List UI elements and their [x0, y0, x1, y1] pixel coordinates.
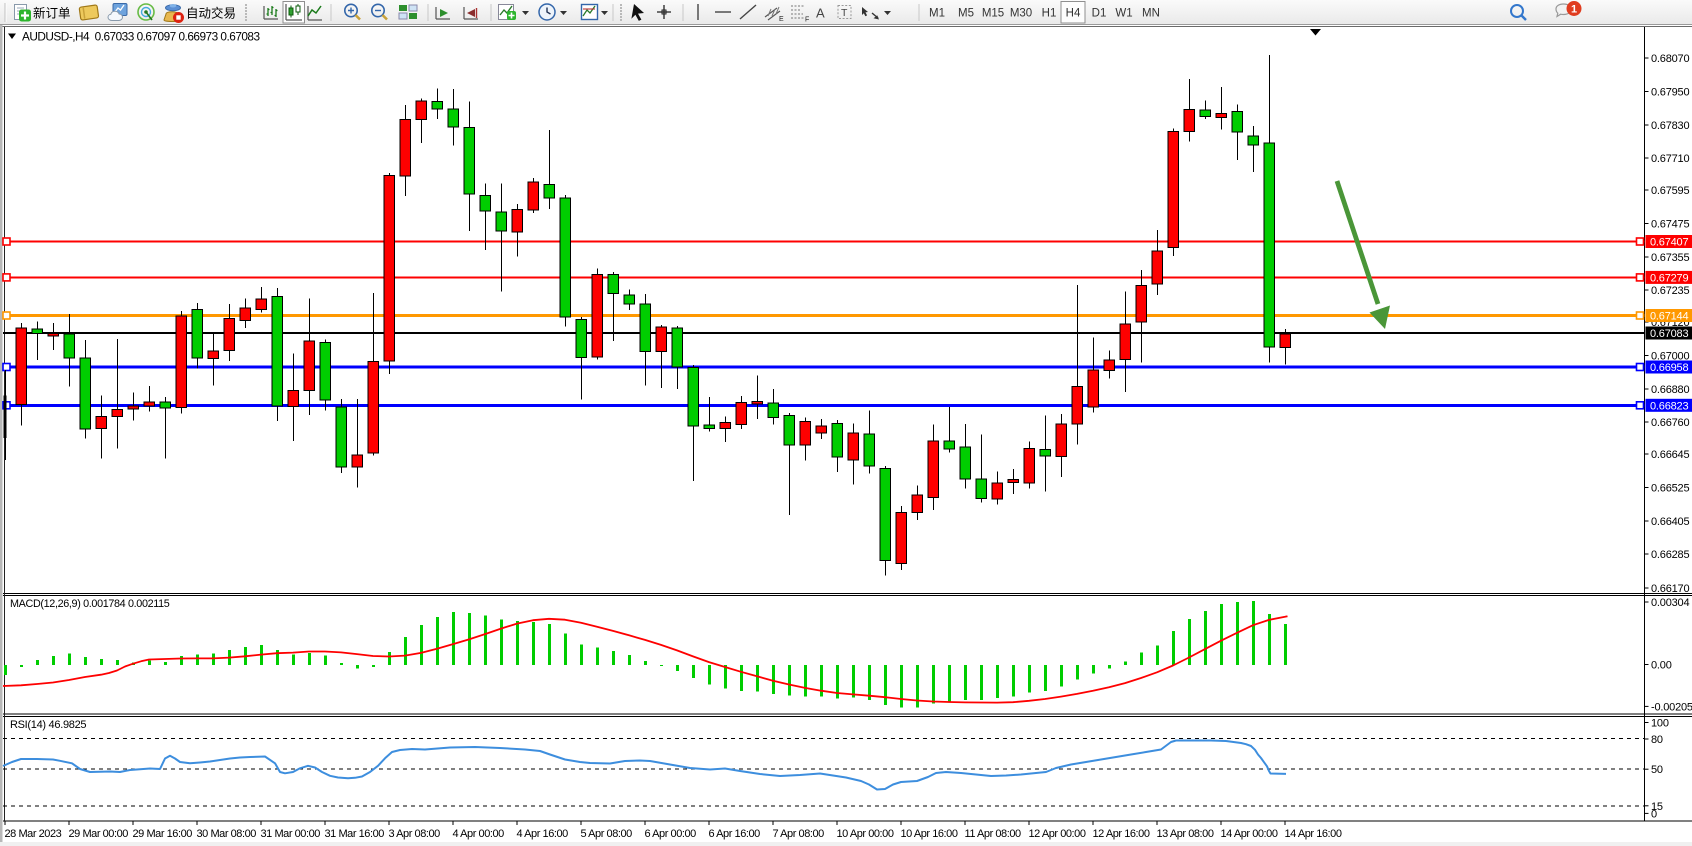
svg-text:RSI(14) 46.9825: RSI(14) 46.9825	[10, 719, 86, 731]
svg-text:M5: M5	[958, 8, 974, 20]
svg-text:4 Apr 16:00: 4 Apr 16:00	[517, 828, 569, 840]
svg-text:14 Apr 00:00: 14 Apr 00:00	[1221, 828, 1278, 840]
svg-text:0.00304: 0.00304	[1651, 597, 1689, 609]
svg-text:0.67144: 0.67144	[1650, 311, 1688, 323]
svg-text:4 Apr 00:00: 4 Apr 00:00	[453, 828, 505, 840]
svg-text:0.67235: 0.67235	[1651, 285, 1689, 297]
svg-text:H1: H1	[1042, 8, 1057, 20]
svg-text:0.66823: 0.66823	[1650, 400, 1688, 412]
svg-text:10 Apr 00:00: 10 Apr 00:00	[837, 828, 894, 840]
svg-text:12 Apr 00:00: 12 Apr 00:00	[1029, 828, 1086, 840]
svg-text:M1: M1	[929, 8, 945, 20]
svg-text:0.67830: 0.67830	[1651, 120, 1689, 132]
svg-text:6 Apr 16:00: 6 Apr 16:00	[709, 828, 761, 840]
svg-text:0.67083: 0.67083	[1650, 328, 1688, 340]
svg-text:1: 1	[1571, 4, 1577, 16]
svg-text:A: A	[816, 6, 825, 21]
svg-text:0.67000: 0.67000	[1651, 351, 1689, 363]
svg-text:0.66525: 0.66525	[1651, 483, 1689, 495]
svg-text:0.67475: 0.67475	[1651, 219, 1689, 231]
svg-text:31 Mar 00:00: 31 Mar 00:00	[261, 828, 321, 840]
svg-text:5 Apr 08:00: 5 Apr 08:00	[581, 828, 633, 840]
svg-text:0: 0	[1651, 808, 1657, 820]
svg-text:0.66958: 0.66958	[1650, 362, 1688, 374]
svg-text:0.67950: 0.67950	[1651, 87, 1689, 99]
svg-text:80: 80	[1651, 734, 1663, 746]
svg-text:D1: D1	[1092, 8, 1107, 20]
svg-text:H4: H4	[1066, 8, 1081, 20]
svg-text:T: T	[841, 7, 848, 19]
svg-text:50: 50	[1651, 764, 1663, 776]
svg-text:14 Apr 16:00: 14 Apr 16:00	[1285, 828, 1342, 840]
svg-text:100: 100	[1651, 718, 1669, 730]
svg-text:28 Mar 2023: 28 Mar 2023	[5, 828, 62, 840]
svg-text:M30: M30	[1010, 8, 1032, 20]
svg-text:31 Mar 16:00: 31 Mar 16:00	[325, 828, 385, 840]
svg-text:11 Apr 08:00: 11 Apr 08:00	[965, 828, 1022, 840]
svg-text:新订单: 新订单	[33, 6, 71, 21]
svg-text:0.66880: 0.66880	[1651, 384, 1689, 396]
svg-text:F: F	[805, 17, 809, 24]
svg-text:0.66645: 0.66645	[1651, 449, 1689, 461]
svg-text:M15: M15	[982, 8, 1004, 20]
svg-text:29 Mar 00:00: 29 Mar 00:00	[69, 828, 129, 840]
svg-text:E: E	[779, 16, 784, 23]
svg-text:0.67595: 0.67595	[1651, 185, 1689, 197]
svg-text:0.66170: 0.66170	[1651, 583, 1689, 595]
svg-text:13 Apr 08:00: 13 Apr 08:00	[1157, 828, 1214, 840]
svg-text:0.67407: 0.67407	[1650, 237, 1688, 249]
svg-text:0.66285: 0.66285	[1651, 549, 1689, 561]
svg-text:12 Apr 16:00: 12 Apr 16:00	[1093, 828, 1150, 840]
svg-text:W1: W1	[1115, 8, 1132, 20]
svg-text:6 Apr 00:00: 6 Apr 00:00	[645, 828, 697, 840]
svg-text:MN: MN	[1142, 8, 1160, 20]
svg-text:0.66760: 0.66760	[1651, 417, 1689, 429]
svg-text:0.00: 0.00	[1651, 660, 1672, 672]
svg-text:0.68070: 0.68070	[1651, 53, 1689, 65]
svg-text:10 Apr 16:00: 10 Apr 16:00	[901, 828, 958, 840]
svg-text:30 Mar 08:00: 30 Mar 08:00	[197, 828, 257, 840]
svg-text:0.67279: 0.67279	[1650, 272, 1688, 284]
svg-text:15: 15	[1651, 801, 1663, 813]
svg-text:0.67710: 0.67710	[1651, 153, 1689, 165]
svg-text:29 Mar 16:00: 29 Mar 16:00	[133, 828, 193, 840]
svg-text:MACD(12,26,9) 0.001784 0.00211: MACD(12,26,9) 0.001784 0.002115	[10, 598, 170, 610]
svg-text:3 Apr 08:00: 3 Apr 08:00	[389, 828, 441, 840]
svg-text:AUDUSD-,H4 0.67033 0.67097 0.: AUDUSD-,H4 0.67033 0.67097 0.66973 0.670…	[22, 30, 260, 44]
svg-text:7 Apr 08:00: 7 Apr 08:00	[773, 828, 825, 840]
svg-text:0.67355: 0.67355	[1651, 252, 1689, 264]
svg-text:0.66405: 0.66405	[1651, 516, 1689, 528]
svg-text:-0.00205: -0.00205	[1651, 701, 1692, 713]
svg-text:自动交易: 自动交易	[186, 6, 236, 21]
